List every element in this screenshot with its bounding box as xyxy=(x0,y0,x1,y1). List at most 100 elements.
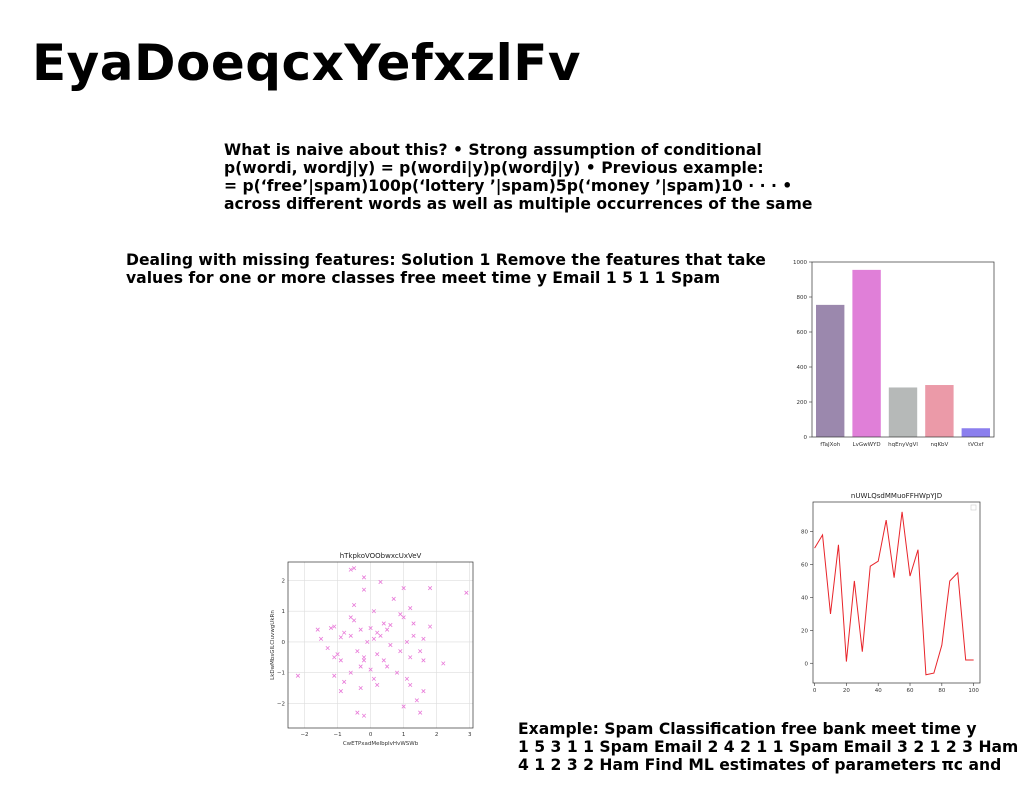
point-stroke xyxy=(401,704,406,709)
paragraph-line: 1 5 3 1 1 Spam Email 2 4 2 1 1 Spam Emai… xyxy=(518,738,1019,756)
scatter-point xyxy=(358,627,363,632)
scatter-point xyxy=(421,689,426,694)
y-tick-label: 80 xyxy=(801,530,808,536)
scatter-point xyxy=(464,590,469,595)
point-stroke xyxy=(355,649,360,654)
x-tick-label: 20 xyxy=(843,688,850,693)
scatter-point xyxy=(351,566,357,571)
scatter-point xyxy=(338,658,343,663)
scatter-point xyxy=(421,636,426,641)
point-stroke xyxy=(391,596,396,601)
scatter-point xyxy=(401,704,406,709)
point-stroke xyxy=(371,636,376,641)
scatter-point xyxy=(421,658,426,663)
scatter-point xyxy=(408,682,413,688)
x-tick-label: nqKbV xyxy=(930,442,948,448)
point-stroke xyxy=(332,624,337,629)
x-tick-label: 0 xyxy=(813,688,817,693)
point-stroke xyxy=(361,575,367,580)
scatter-point xyxy=(375,630,380,635)
scatter-point xyxy=(338,635,343,640)
point-stroke xyxy=(358,685,363,691)
point-stroke xyxy=(427,624,433,629)
y-tick-label: 40 xyxy=(801,595,808,601)
scatter-point xyxy=(361,713,367,718)
y-tick-label: 1 xyxy=(282,609,286,615)
point-stroke xyxy=(441,661,446,666)
x-tick-label: −1 xyxy=(333,732,341,738)
bar xyxy=(961,428,990,437)
point-stroke xyxy=(414,698,419,703)
scatter-point xyxy=(401,615,406,620)
scatter-point xyxy=(318,636,324,641)
chart-title: nUWLQsdMMuoFFHWpYJD xyxy=(851,492,942,500)
scatter-point xyxy=(378,633,383,638)
scatter-point xyxy=(351,618,357,623)
x-tick-label: LvGwWYD xyxy=(853,442,881,448)
point-stroke xyxy=(385,664,390,669)
point-stroke xyxy=(398,612,403,617)
point-stroke xyxy=(421,689,426,694)
paragraph-naive-assumption: What is naive about this? • Strong assum… xyxy=(224,141,812,213)
point-stroke xyxy=(411,633,416,638)
point-stroke xyxy=(411,621,416,626)
scatter-point xyxy=(404,639,410,645)
chart-title: hTkpkoVOObwxcUxVeV xyxy=(340,552,422,560)
point-stroke xyxy=(375,652,380,657)
point-stroke xyxy=(348,633,353,638)
scatter-point xyxy=(348,633,353,638)
scatter-point xyxy=(418,649,423,654)
scatter-point xyxy=(371,609,376,614)
point-stroke xyxy=(421,636,426,641)
x-tick-label: 2 xyxy=(435,732,439,738)
point-stroke xyxy=(368,667,373,672)
scatter-point xyxy=(375,682,380,688)
point-stroke xyxy=(338,689,343,694)
point-stroke xyxy=(381,621,386,626)
plot-frame xyxy=(811,261,995,438)
point-stroke xyxy=(332,655,337,660)
paragraph-line: across different words as well as multip… xyxy=(224,195,813,213)
scatter-point xyxy=(404,676,410,681)
x-tick-label: fTaJXoh xyxy=(820,442,841,448)
x-tick-label: hqEnyVgVl xyxy=(888,442,918,448)
scatter-point xyxy=(411,621,416,626)
scatter-point xyxy=(295,673,300,678)
scatter-point xyxy=(391,596,396,601)
bar xyxy=(925,385,954,437)
scatter-point xyxy=(361,655,367,660)
point-stroke xyxy=(338,658,343,663)
paragraph-line: 4 1 2 3 2 Ham Find ML estimates of param… xyxy=(518,756,1002,774)
scatter-point xyxy=(335,652,340,657)
scatter-point xyxy=(358,664,363,669)
paragraph-line: What is naive about this? • Strong assum… xyxy=(224,141,762,159)
scatter-point xyxy=(411,633,416,638)
paragraph-line: = p(‘free’|spam)100p(‘lottery ’|spam)5p(… xyxy=(224,177,793,195)
point-stroke xyxy=(408,682,413,688)
scatter-chart: hTkpkoVOObwxcUxVeV −2 −1 0 1 2 3 −2 −1 0 1 2 CwETPxa… xyxy=(270,552,474,747)
scatter-point xyxy=(348,615,353,620)
paragraph-missing-features: Dealing with missing features: Solution … xyxy=(126,251,766,287)
paragraph-spam-example: Example: Spam Classification free bank m… xyxy=(518,720,1018,774)
x-tick-label: 0 xyxy=(369,732,373,738)
scatter-point xyxy=(325,645,330,651)
legend-box xyxy=(970,504,977,511)
x-tick-label: 60 xyxy=(907,688,914,693)
scatter-point xyxy=(342,679,347,684)
point-stroke xyxy=(351,566,357,571)
x-tick-label: −2 xyxy=(300,732,308,738)
scatter-point xyxy=(361,587,367,592)
point-stroke xyxy=(318,636,324,641)
point-stroke xyxy=(398,649,403,654)
point-stroke xyxy=(464,590,469,595)
y-tick-label: −1 xyxy=(277,671,285,677)
point-stroke xyxy=(418,710,423,715)
point-stroke xyxy=(351,618,357,623)
y-axis-label: LkDwMbsGILCluvwgUkRn xyxy=(270,610,276,680)
scatter-point xyxy=(368,626,373,631)
x-tick-label: 40 xyxy=(875,688,882,693)
point-stroke xyxy=(371,676,376,681)
x-tick-label: 1 xyxy=(402,732,406,738)
scatter-point xyxy=(401,586,406,591)
bar-chart: fTaJXoh LvGwWYD hqEnyVgVl nqKbV tVOxf 0 200 400… xyxy=(793,260,995,448)
